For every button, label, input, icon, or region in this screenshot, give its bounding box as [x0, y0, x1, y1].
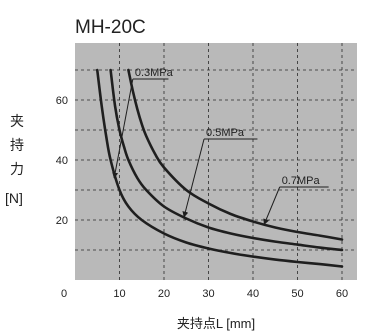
x-tick-label: 50: [291, 288, 303, 300]
annotation-leader-1: [112, 78, 134, 179]
x-tick-label: 0: [61, 288, 67, 300]
series-line-1: [95, 68, 344, 268]
x-tick-label: 20: [158, 288, 170, 300]
y-tick-label: 20: [56, 215, 68, 227]
plot-area: [75, 43, 357, 280]
y-axis-unit: [N]: [5, 190, 23, 206]
grid-lines: [75, 43, 357, 280]
y-tick-labels: 20 40 60: [56, 95, 68, 227]
y-axis-label-char-2: 持: [10, 137, 24, 153]
chart-title: MH-20C: [75, 17, 146, 38]
y-axis-label-char-1: 夹: [10, 113, 24, 129]
x-tick-label: 40: [247, 288, 259, 300]
y-axis-label-char-3: 力: [10, 161, 24, 177]
x-tick-label: 60: [336, 288, 348, 300]
x-tick-label: 10: [113, 288, 125, 300]
series-line-3: [127, 68, 344, 241]
annotations: 0.3MPa 0.5MPa 0.7MPa: [112, 67, 329, 226]
annotation-leader-3: [263, 186, 281, 226]
y-tick-label: 40: [56, 155, 68, 167]
annotation-label-1: 0.3MPa: [135, 67, 174, 79]
x-tick-labels: 0 10 20 30 40 50 60: [61, 288, 348, 300]
x-axis-label: 夹持点L [mm]: [177, 316, 255, 331]
y-tick-label: 60: [56, 95, 68, 107]
annotation-leader-2: [182, 138, 205, 218]
annotation-label-2: 0.5MPa: [206, 127, 245, 139]
x-tick-label: 30: [202, 288, 214, 300]
annotation-label-3: 0.7MPa: [282, 175, 321, 187]
